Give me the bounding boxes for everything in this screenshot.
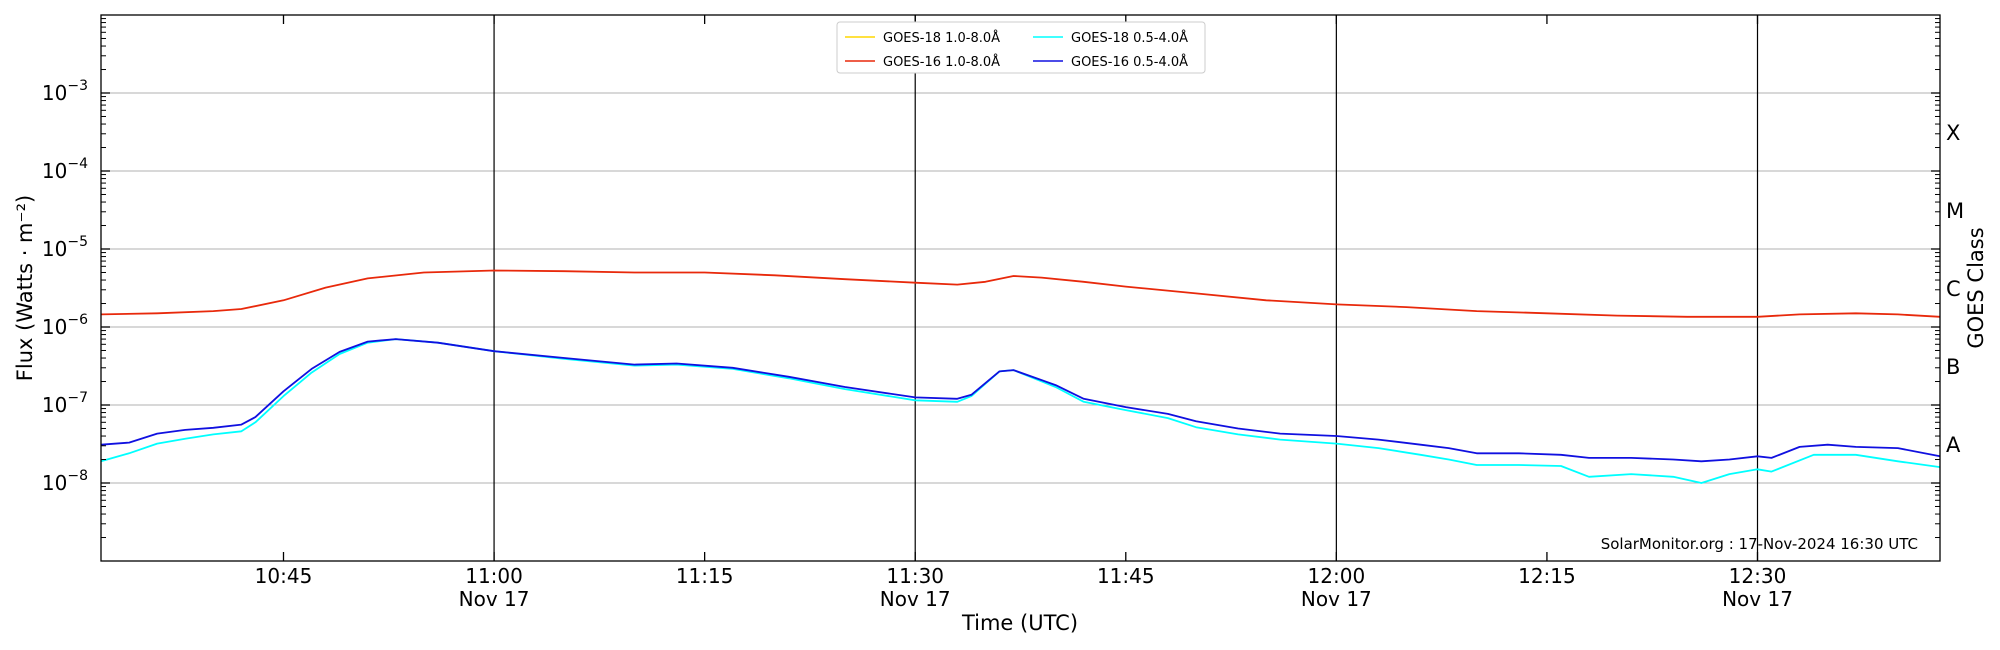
- plot-frame: [100, 14, 1941, 562]
- y-axis-title: Flux (Watts · m⁻²): [13, 195, 37, 381]
- x-tick-label: 11:30: [886, 564, 944, 588]
- axis-ticks: [101, 15, 1940, 561]
- x-tick-label: 11:15: [676, 564, 734, 588]
- x-tick-label: 12:00: [1308, 564, 1366, 588]
- x-tick-label: 11:00: [465, 564, 523, 588]
- y-axis-right-title: GOES Class: [1964, 227, 1988, 348]
- x-tick-sublabel: Nov 17: [459, 587, 530, 611]
- goes-class-a: A: [1946, 433, 1961, 457]
- goes-class-b: B: [1946, 355, 1960, 379]
- x-tick-sublabel: Nov 17: [1301, 587, 1372, 611]
- y-tick-labels: 10−8 10−7 10−6 10−5 10−4 10−3: [42, 78, 88, 495]
- legend-label-3: GOES-16 0.5-4.0Å: [1071, 54, 1188, 70]
- y-tick-label: 10−4: [42, 156, 88, 183]
- y-tick-label: 10−5: [42, 234, 88, 261]
- y-tick-label: 10−3: [42, 78, 88, 105]
- goes-class-labels: A B C M X: [1946, 121, 1964, 457]
- x-tick-label: 12:15: [1518, 564, 1576, 588]
- legend-box: [836, 21, 1206, 74]
- legend-label-2: GOES-18 0.5-4.0Å: [1071, 30, 1188, 46]
- day-marker-lines: [493, 15, 1759, 561]
- x-tick-sublabel: Nov 17: [880, 587, 951, 611]
- x-tick-label: 12:30: [1729, 564, 1787, 588]
- y-tick-label: 10−8: [42, 468, 88, 495]
- goes-class-x: X: [1946, 121, 1960, 145]
- y-tick-label: 10−6: [42, 312, 88, 339]
- y-tick-label: 10−7: [42, 390, 88, 417]
- goes-class-c: C: [1946, 277, 1961, 301]
- series-line-2: [100, 338, 1941, 484]
- legend: GOES-18 1.0-8.0Å GOES-16 1.0-8.0Å GOES-18 …: [836, 21, 1206, 74]
- x-axis-title: Time (UTC): [961, 611, 1078, 635]
- grid-lines: [101, 92, 1940, 484]
- watermark-text: SolarMonitor.org : 17-Nov-2024 16:30 UTC: [1601, 535, 1918, 553]
- series-line-3: [100, 338, 1941, 463]
- legend-label-1: GOES-16 1.0-8.0Å: [883, 54, 1000, 70]
- goes-class-m: M: [1946, 199, 1964, 223]
- legend-label-0: GOES-18 1.0-8.0Å: [883, 30, 1000, 46]
- x-tick-label: 10:45: [255, 564, 313, 588]
- x-tick-sublabel: Nov 17: [1722, 587, 1793, 611]
- series-lines: [100, 269, 1941, 484]
- series-line-1: [100, 269, 1941, 318]
- x-tick-label: 11:45: [1097, 564, 1155, 588]
